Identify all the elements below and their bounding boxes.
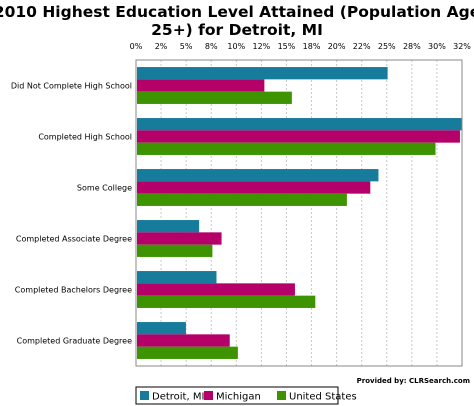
x-tick-label: 5%	[180, 42, 193, 51]
bar	[137, 271, 217, 284]
category-label: Some College	[77, 184, 132, 193]
bar	[137, 79, 265, 92]
bars	[137, 67, 462, 359]
x-tick-label: 25%	[378, 42, 396, 51]
category-labels: Did Not Complete High School Completed Hi…	[11, 82, 132, 346]
credit-text: Provided by: CLRSearch.com	[357, 377, 470, 385]
legend: Detroit, MI Michigan United States	[135, 386, 357, 405]
x-tick-label: 32%	[453, 42, 471, 51]
x-tick-label: 18%	[303, 42, 321, 51]
x-tick-label: 22%	[353, 42, 371, 51]
category-label: Completed Graduate Degree	[17, 337, 132, 346]
category-label: Completed High School	[38, 133, 132, 142]
x-tick-label: 10%	[227, 42, 245, 51]
legend-label: United States	[289, 392, 357, 403]
x-tick-label: 8%	[205, 42, 218, 51]
plot-frame	[135, 59, 463, 367]
x-tick-label: 15%	[278, 42, 296, 51]
category-label: Completed Bachelors Degree	[15, 286, 132, 295]
bar	[137, 295, 316, 308]
bar	[137, 91, 292, 104]
bar	[137, 283, 295, 296]
bar	[137, 244, 213, 257]
bar	[137, 67, 388, 80]
category-label: Did Not Complete High School	[11, 82, 132, 91]
bar	[137, 193, 347, 206]
x-tick-label: 2%	[155, 42, 168, 51]
x-tick-label: 12%	[252, 42, 270, 51]
bar	[137, 130, 460, 143]
bar	[137, 220, 200, 233]
bar	[137, 232, 222, 245]
category-label: Completed Associate Degree	[16, 235, 132, 244]
legend-box	[135, 386, 339, 405]
chart-title-line-2: 25+) for Detroit, MI	[151, 21, 323, 39]
chart-title-line-1: 2010 Highest Education Level Attained (P…	[0, 3, 474, 21]
x-tick-label: 28%	[403, 42, 421, 51]
bar	[137, 169, 379, 182]
legend-swatch	[277, 391, 286, 400]
bar	[137, 334, 230, 347]
gridlines	[160, 60, 438, 366]
legend-label: Detroit, MI	[152, 392, 204, 403]
bar	[137, 346, 238, 359]
x-tick-label: 30%	[428, 42, 446, 51]
legend-swatch	[140, 391, 149, 400]
bar	[137, 322, 186, 335]
x-tick-label: 0%	[130, 42, 143, 51]
bar	[137, 142, 436, 155]
x-tick-label: 20%	[328, 42, 346, 51]
legend-label: Michigan	[216, 392, 261, 403]
legend-swatch	[204, 391, 213, 400]
bar	[137, 118, 462, 131]
bar	[137, 181, 371, 194]
x-axis-ticks: 0% 2% 5% 8% 10% 12% 15% 18% 20% 22% 25% 28% 30% 32%	[130, 42, 472, 51]
